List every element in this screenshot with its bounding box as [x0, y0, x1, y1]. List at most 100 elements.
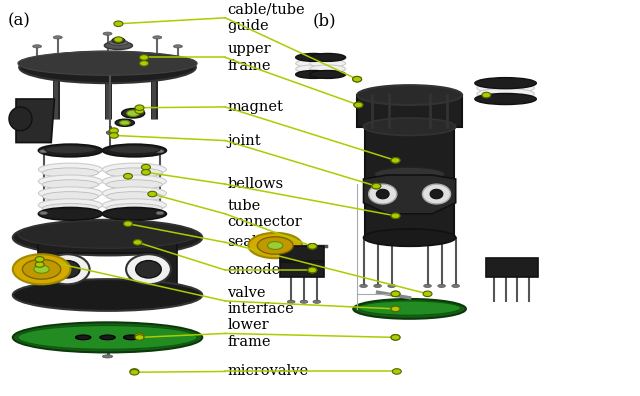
- Ellipse shape: [102, 144, 166, 157]
- Ellipse shape: [104, 42, 132, 50]
- Text: encoder: encoder: [227, 263, 287, 277]
- Ellipse shape: [102, 175, 166, 188]
- Ellipse shape: [124, 335, 139, 340]
- Ellipse shape: [38, 187, 102, 200]
- Polygon shape: [16, 99, 54, 143]
- Circle shape: [372, 183, 381, 189]
- Ellipse shape: [310, 53, 346, 61]
- Circle shape: [135, 333, 144, 339]
- Circle shape: [135, 108, 144, 114]
- Circle shape: [308, 244, 317, 249]
- Bar: [486, 258, 538, 277]
- Ellipse shape: [100, 335, 115, 340]
- Ellipse shape: [126, 254, 171, 284]
- Ellipse shape: [475, 93, 536, 105]
- Circle shape: [114, 37, 123, 42]
- Ellipse shape: [422, 184, 451, 204]
- Circle shape: [109, 133, 118, 138]
- Ellipse shape: [106, 204, 163, 213]
- Ellipse shape: [18, 326, 197, 349]
- Circle shape: [141, 169, 150, 175]
- Ellipse shape: [9, 107, 32, 131]
- Ellipse shape: [156, 211, 164, 215]
- Ellipse shape: [313, 300, 321, 303]
- Ellipse shape: [477, 82, 534, 93]
- Circle shape: [354, 102, 363, 108]
- Ellipse shape: [310, 65, 346, 73]
- Ellipse shape: [53, 54, 62, 57]
- Ellipse shape: [102, 187, 166, 200]
- Ellipse shape: [156, 150, 164, 153]
- Ellipse shape: [13, 279, 202, 311]
- Circle shape: [391, 158, 400, 163]
- Ellipse shape: [53, 36, 62, 39]
- Circle shape: [133, 240, 142, 245]
- Circle shape: [482, 92, 491, 98]
- Ellipse shape: [127, 110, 140, 116]
- Ellipse shape: [34, 265, 49, 273]
- Ellipse shape: [369, 184, 397, 204]
- Ellipse shape: [38, 175, 102, 188]
- Circle shape: [391, 158, 400, 163]
- Circle shape: [135, 105, 144, 110]
- Ellipse shape: [13, 322, 202, 352]
- Ellipse shape: [38, 144, 102, 157]
- Circle shape: [114, 21, 123, 27]
- Polygon shape: [365, 127, 454, 238]
- Ellipse shape: [300, 300, 308, 303]
- Ellipse shape: [13, 220, 202, 255]
- Circle shape: [308, 244, 317, 249]
- Ellipse shape: [102, 355, 113, 358]
- Ellipse shape: [310, 59, 346, 67]
- Text: sealing: sealing: [227, 235, 280, 249]
- Circle shape: [148, 191, 157, 197]
- Ellipse shape: [22, 259, 61, 279]
- Text: bellows: bellows: [227, 177, 284, 191]
- Ellipse shape: [106, 180, 163, 189]
- Ellipse shape: [173, 45, 182, 48]
- Circle shape: [391, 213, 400, 219]
- Ellipse shape: [475, 78, 536, 89]
- Ellipse shape: [153, 54, 162, 57]
- Ellipse shape: [477, 88, 534, 99]
- Circle shape: [353, 76, 362, 82]
- Text: valve
interface: valve interface: [227, 286, 294, 316]
- Ellipse shape: [296, 53, 332, 61]
- Circle shape: [130, 369, 139, 375]
- Text: joint: joint: [227, 133, 261, 148]
- Circle shape: [130, 369, 139, 374]
- Ellipse shape: [153, 36, 162, 39]
- Text: (b): (b): [312, 12, 336, 29]
- Circle shape: [140, 55, 148, 60]
- Text: upper
frame: upper frame: [227, 42, 271, 72]
- Ellipse shape: [54, 261, 80, 278]
- Circle shape: [391, 291, 400, 297]
- Circle shape: [140, 61, 148, 66]
- Circle shape: [423, 291, 432, 297]
- Ellipse shape: [287, 300, 295, 303]
- Ellipse shape: [374, 284, 381, 287]
- Ellipse shape: [388, 284, 396, 287]
- Ellipse shape: [115, 119, 134, 126]
- Ellipse shape: [136, 261, 161, 278]
- Circle shape: [35, 257, 44, 262]
- Ellipse shape: [33, 45, 42, 48]
- Ellipse shape: [353, 299, 466, 319]
- Polygon shape: [364, 175, 456, 214]
- Text: lower
frame: lower frame: [227, 318, 271, 348]
- Circle shape: [391, 335, 400, 340]
- Ellipse shape: [268, 242, 283, 249]
- Ellipse shape: [103, 57, 112, 61]
- Circle shape: [308, 244, 317, 249]
- Ellipse shape: [109, 40, 128, 46]
- Ellipse shape: [374, 167, 445, 181]
- Ellipse shape: [106, 168, 163, 177]
- Ellipse shape: [40, 150, 47, 153]
- Polygon shape: [357, 95, 462, 127]
- Circle shape: [354, 102, 363, 108]
- Text: (a): (a): [8, 12, 31, 29]
- Ellipse shape: [38, 163, 102, 176]
- Bar: [280, 246, 324, 261]
- Ellipse shape: [18, 221, 197, 248]
- Text: cable/tube
guide: cable/tube guide: [227, 3, 305, 33]
